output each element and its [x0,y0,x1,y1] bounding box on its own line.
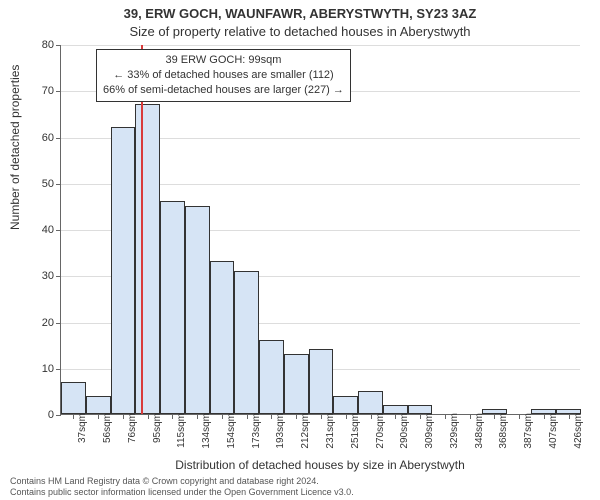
x-tick [321,414,322,419]
gridline-h [61,45,580,46]
histogram-bar [259,340,284,414]
footer-attribution: Contains HM Land Registry data © Crown c… [10,476,590,499]
x-tick [371,414,372,419]
y-tick [56,138,61,139]
footer-line1: Contains HM Land Registry data © Crown c… [10,476,590,487]
x-tick [420,414,421,419]
x-tick [247,414,248,419]
x-tick-label: 115sqm [176,413,187,448]
x-tick-label: 348sqm [474,413,485,449]
y-tick-label: 60 [26,132,54,144]
histogram-bar [309,349,334,414]
annotation-smaller-pct: ← 33% of detached houses are smaller (11… [103,68,344,83]
x-tick [172,414,173,419]
histogram-bar [284,354,309,414]
x-tick [271,414,272,419]
y-tick-label: 0 [26,409,54,421]
histogram-bar [61,382,86,414]
x-tick [569,414,570,419]
y-tick-label: 40 [26,224,54,236]
chart-title-address: 39, ERW GOCH, WAUNFAWR, ABERYSTWYTH, SY2… [0,6,600,21]
x-tick [123,414,124,419]
histogram-bar [210,261,235,414]
x-tick [346,414,347,419]
y-tick [56,323,61,324]
x-tick-label: 329sqm [449,413,460,449]
x-tick-label: 290sqm [399,413,410,449]
y-tick [56,184,61,185]
x-tick-label: 56sqm [102,413,113,443]
x-tick [148,414,149,419]
histogram-bar [234,271,259,414]
x-tick [445,414,446,419]
x-tick-label: 407sqm [548,413,559,449]
histogram-bar [333,396,358,415]
x-tick [395,414,396,419]
x-tick [296,414,297,419]
x-tick [98,414,99,419]
y-tick-label: 50 [26,178,54,190]
annotation-larger-pct: 66% of semi-detached houses are larger (… [103,83,344,98]
x-tick-label: 173sqm [251,413,262,449]
chart-title-description: Size of property relative to detached ho… [0,24,600,39]
histogram-bar [135,104,160,414]
y-tick-label: 80 [26,39,54,51]
histogram-bar [111,127,136,414]
chart-container: 39, ERW GOCH, WAUNFAWR, ABERYSTWYTH, SY2… [0,0,600,500]
x-tick-label: 212sqm [300,413,311,449]
x-tick-label: 76sqm [127,413,138,443]
x-tick [544,414,545,419]
x-tick-label: 37sqm [77,413,88,443]
x-tick-label: 309sqm [424,413,435,449]
x-tick-label: 154sqm [226,413,237,449]
footer-line2: Contains public sector information licen… [10,487,590,498]
x-tick-label: 134sqm [201,413,212,449]
annotation-box: 39 ERW GOCH: 99sqm ← 33% of detached hou… [96,49,351,102]
y-tick [56,230,61,231]
y-tick [56,91,61,92]
y-tick [56,45,61,46]
x-tick-label: 251sqm [350,413,361,449]
y-tick [56,276,61,277]
histogram-bar [185,206,210,414]
histogram-bar [358,391,383,414]
y-axis-label: Number of detached properties [8,65,22,230]
x-tick-label: 270sqm [375,413,386,449]
x-tick [470,414,471,419]
y-tick-label: 10 [26,363,54,375]
y-tick-label: 30 [26,270,54,282]
x-tick-label: 231sqm [325,413,336,449]
y-tick-label: 70 [26,85,54,97]
x-tick [73,414,74,419]
x-axis-label: Distribution of detached houses by size … [60,458,580,472]
x-tick [197,414,198,419]
y-tick-label: 20 [26,317,54,329]
x-tick-label: 368sqm [498,413,509,449]
x-tick [222,414,223,419]
y-tick [56,415,61,416]
x-tick-label: 426sqm [573,413,584,449]
annotation-property-size: 39 ERW GOCH: 99sqm [103,53,344,68]
x-tick-label: 193sqm [275,413,286,449]
plot-area: 0102030405060708037sqm56sqm76sqm95sqm115… [60,45,580,415]
y-tick [56,369,61,370]
x-tick-label: 95sqm [152,413,163,443]
histogram-bar [160,201,185,414]
x-tick [519,414,520,419]
x-tick [494,414,495,419]
x-tick-label: 387sqm [523,413,534,449]
histogram-bar [86,396,111,415]
